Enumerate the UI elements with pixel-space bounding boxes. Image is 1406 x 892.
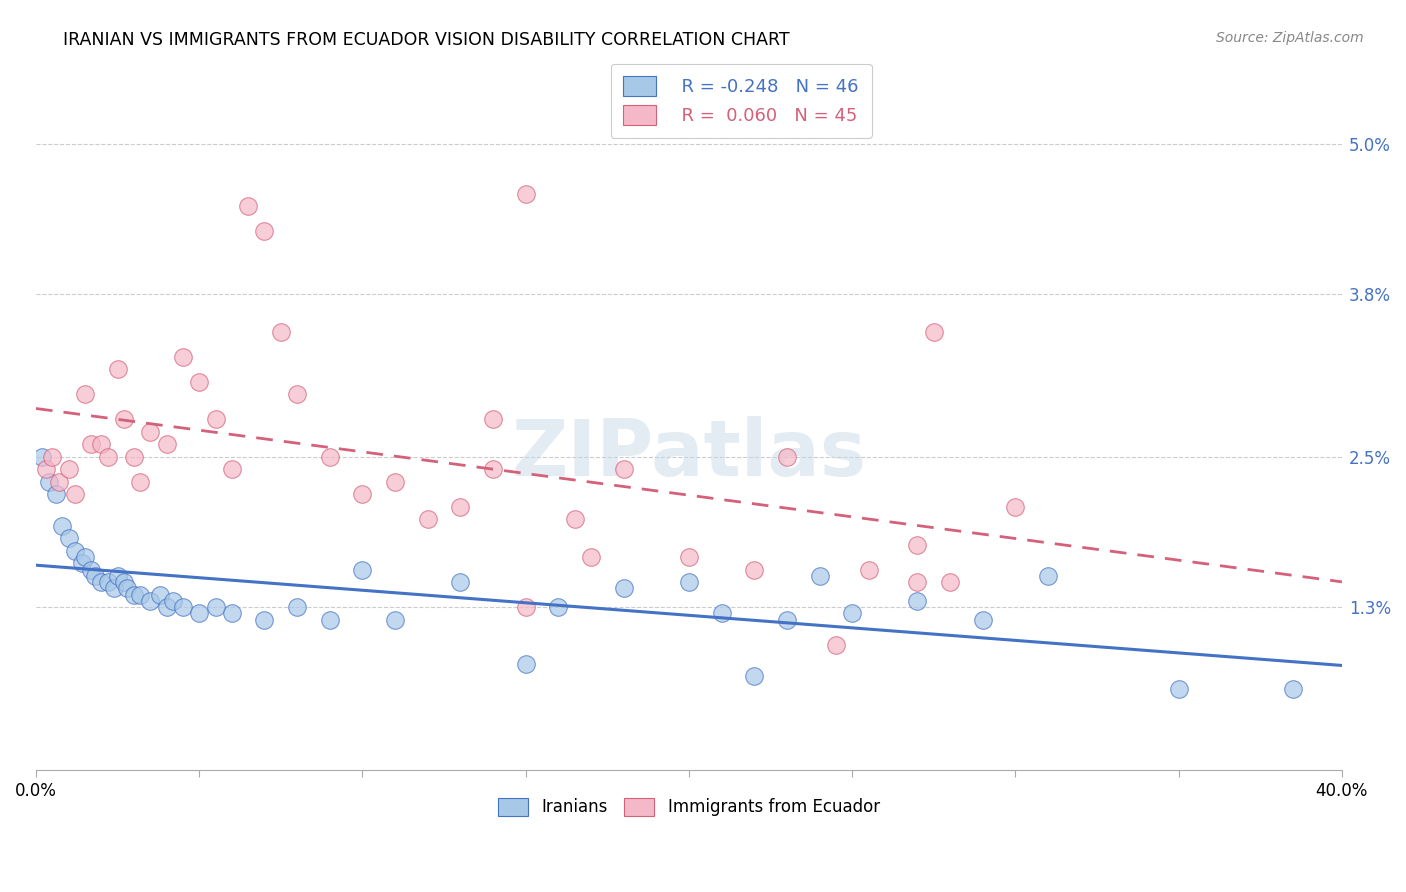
Point <box>122 450 145 464</box>
Point <box>44 487 66 501</box>
Point <box>613 582 636 596</box>
Point <box>515 657 537 671</box>
Point <box>564 512 586 526</box>
Point <box>858 563 880 577</box>
Point <box>63 543 86 558</box>
Point <box>907 594 929 608</box>
Point <box>285 387 308 401</box>
Point <box>172 350 194 364</box>
Point <box>90 575 112 590</box>
Point <box>824 638 846 652</box>
Point <box>63 487 86 501</box>
Point <box>188 375 211 389</box>
Point <box>1167 681 1189 696</box>
Point <box>103 582 125 596</box>
Point <box>204 600 226 615</box>
Point <box>70 557 93 571</box>
Point <box>31 450 53 464</box>
Point <box>515 186 537 201</box>
Point <box>188 607 211 621</box>
Point <box>73 549 96 564</box>
Point <box>547 600 569 615</box>
Point <box>253 224 276 238</box>
Text: IRANIAN VS IMMIGRANTS FROM ECUADOR VISION DISABILITY CORRELATION CHART: IRANIAN VS IMMIGRANTS FROM ECUADOR VISIO… <box>63 31 790 49</box>
Point <box>808 569 831 583</box>
Point <box>155 437 177 451</box>
Point <box>384 475 406 489</box>
Point <box>253 613 276 627</box>
Point <box>579 549 602 564</box>
Point <box>678 549 700 564</box>
Point <box>107 569 129 583</box>
Point <box>238 199 260 213</box>
Point <box>112 412 135 426</box>
Point <box>907 575 929 590</box>
Point <box>613 462 636 476</box>
Point <box>97 575 120 590</box>
Point <box>51 518 73 533</box>
Point <box>58 462 80 476</box>
Point <box>172 600 194 615</box>
Point <box>97 450 120 464</box>
Point <box>319 450 342 464</box>
Point <box>922 325 945 339</box>
Point <box>149 588 172 602</box>
Point <box>107 362 129 376</box>
Point <box>678 575 700 590</box>
Point <box>204 412 226 426</box>
Text: Source: ZipAtlas.com: Source: ZipAtlas.com <box>1216 31 1364 45</box>
Point <box>939 575 962 590</box>
Point <box>80 563 103 577</box>
Point <box>384 613 406 627</box>
Point <box>221 607 243 621</box>
Point <box>270 325 292 339</box>
Point <box>416 512 439 526</box>
Point <box>482 462 505 476</box>
Point <box>139 594 162 608</box>
Point <box>122 588 145 602</box>
Point <box>1004 500 1026 514</box>
Point <box>112 575 135 590</box>
Point <box>162 594 184 608</box>
Point <box>972 613 994 627</box>
Point <box>352 563 374 577</box>
Point <box>41 450 63 464</box>
Point <box>80 437 103 451</box>
Point <box>776 450 799 464</box>
Point <box>742 563 765 577</box>
Point <box>710 607 733 621</box>
Point <box>1036 569 1059 583</box>
Text: ZIPatlas: ZIPatlas <box>512 417 866 492</box>
Point <box>907 537 929 551</box>
Point <box>221 462 243 476</box>
Point <box>48 475 70 489</box>
Point <box>515 600 537 615</box>
Point <box>83 569 105 583</box>
Point <box>35 462 58 476</box>
Point <box>73 387 96 401</box>
Point <box>155 600 177 615</box>
Point <box>38 475 60 489</box>
Point <box>90 437 112 451</box>
Point <box>776 613 799 627</box>
Point <box>352 487 374 501</box>
Point <box>129 475 152 489</box>
Point <box>742 669 765 683</box>
Point <box>482 412 505 426</box>
Point <box>449 575 471 590</box>
Point <box>129 588 152 602</box>
Legend: Iranians, Immigrants from Ecuador: Iranians, Immigrants from Ecuador <box>489 789 889 825</box>
Point <box>449 500 471 514</box>
Point <box>58 531 80 545</box>
Point <box>841 607 863 621</box>
Point <box>319 613 342 627</box>
Point <box>139 425 162 439</box>
Point <box>1282 681 1305 696</box>
Point <box>117 582 139 596</box>
Point <box>285 600 308 615</box>
